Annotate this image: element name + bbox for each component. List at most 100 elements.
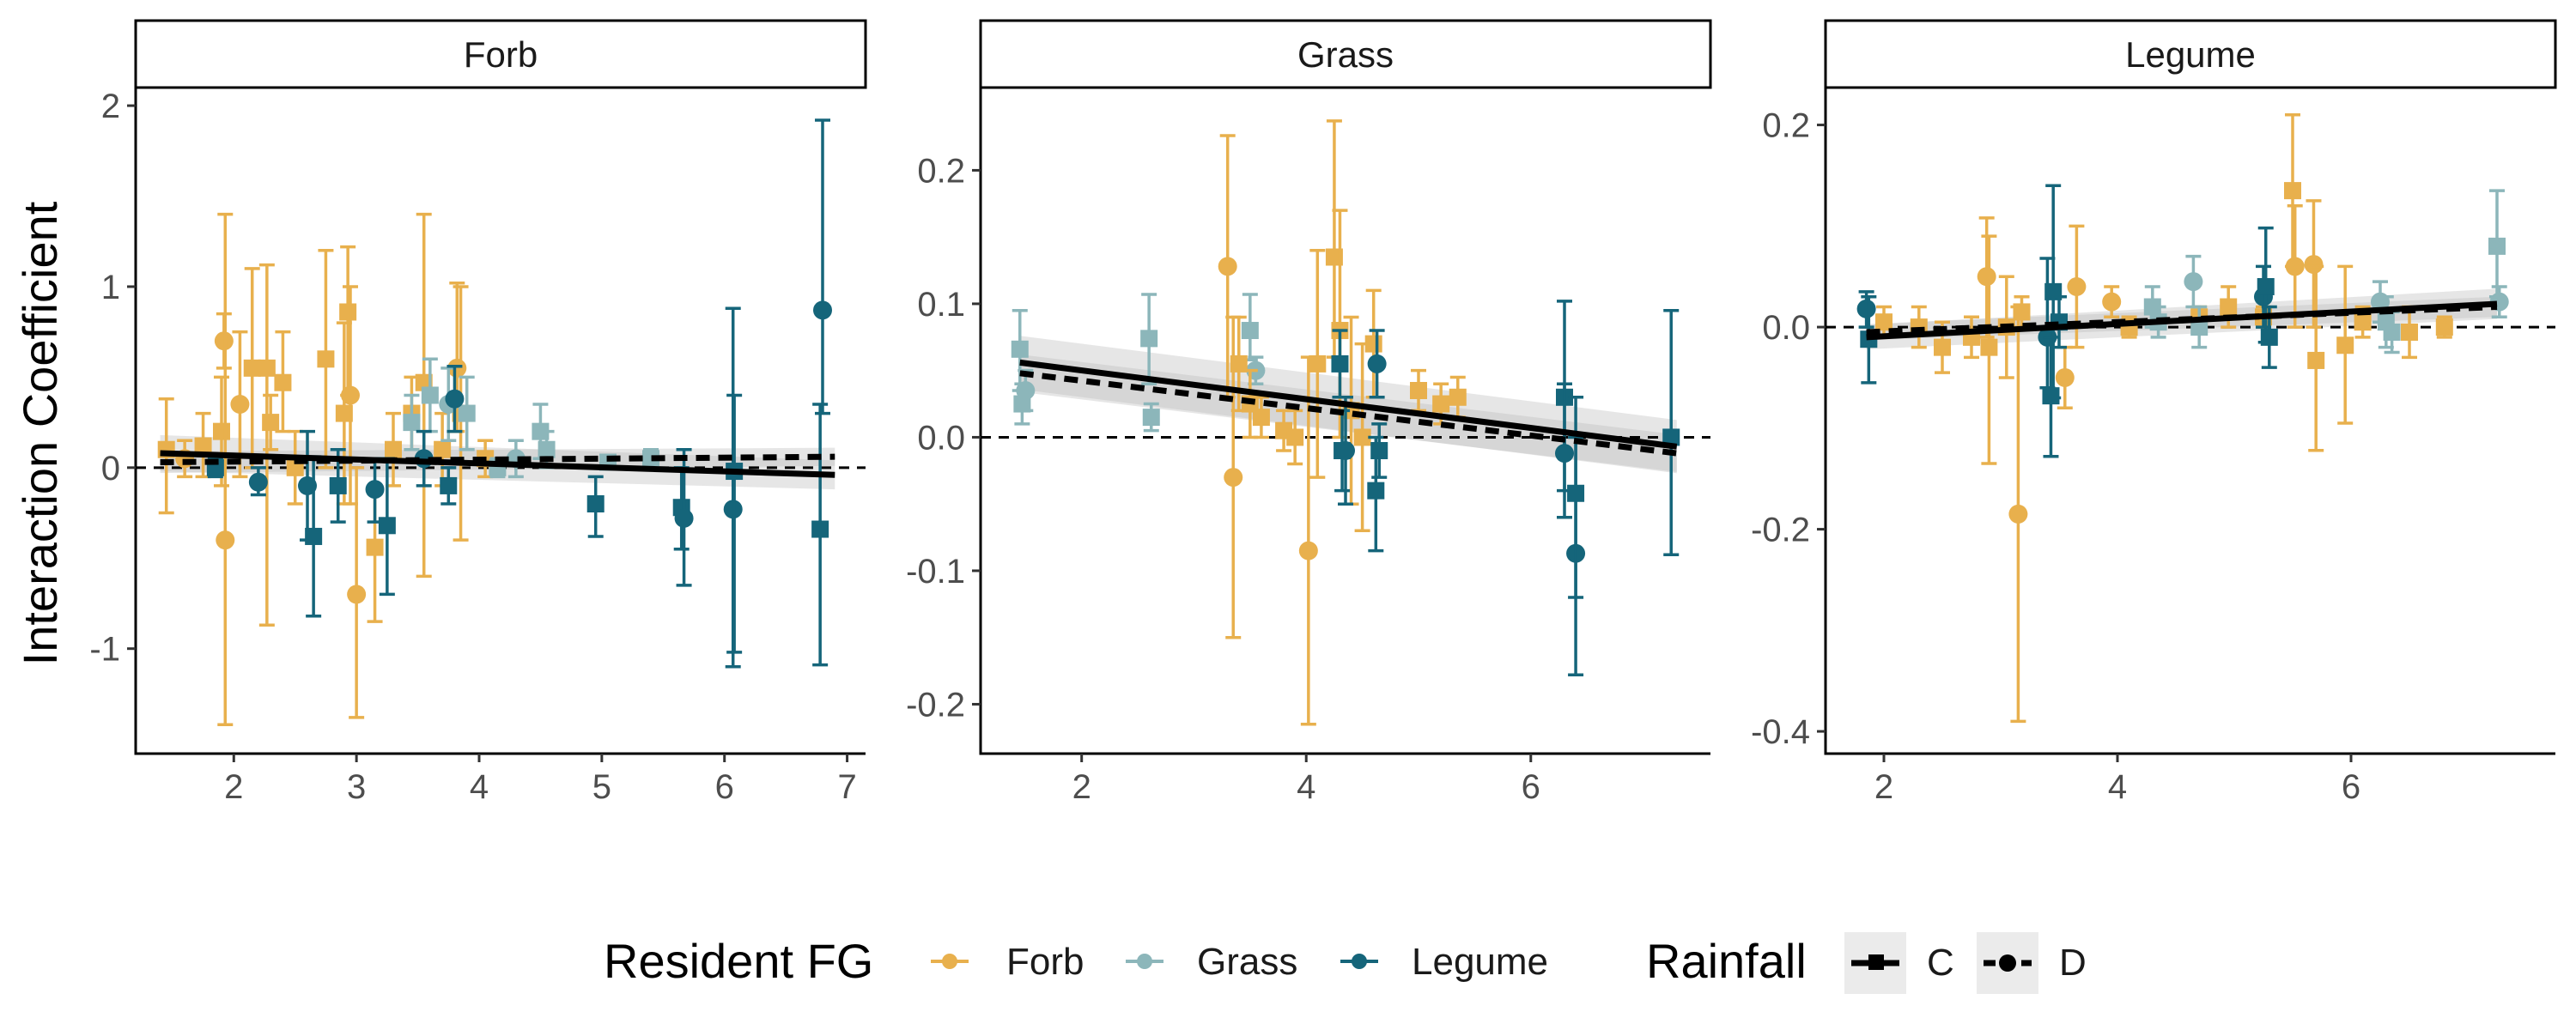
point-marker <box>1980 338 1998 356</box>
data-point-grass <box>421 357 439 433</box>
data-point-forb <box>1977 216 1996 339</box>
point-marker <box>1875 313 1893 331</box>
y-tick-label: 0.1 <box>917 286 965 324</box>
data-point-forb <box>2285 204 2305 329</box>
data-point-forb <box>1286 409 1304 466</box>
point-marker <box>1336 440 1355 460</box>
data-point-forb <box>317 249 335 470</box>
point-marker <box>2102 292 2122 312</box>
legend-title-resident-fg: Resident FG <box>604 934 873 988</box>
panel-legume: Legume 2 4 6 -0.4 -0.2 0.0 0.2 <box>1751 19 2557 806</box>
data-point-grass <box>2184 254 2203 309</box>
data-point-forb <box>1230 315 1248 413</box>
point-marker <box>366 538 384 556</box>
point-marker <box>305 527 323 545</box>
panel-grass: Grass 2 4 6 -0.2 -0.1 0.0 0.1 0.2 <box>906 19 1712 806</box>
x-tick-label: 6 <box>2342 768 2360 806</box>
point-marker <box>1286 428 1304 446</box>
point-marker <box>1856 299 1876 318</box>
point-marker <box>339 303 357 321</box>
legend-title-rainfall: Rainfall <box>1646 934 1807 988</box>
point-marker <box>1016 381 1036 401</box>
point-marker <box>365 480 385 500</box>
data-point-forb <box>1980 234 1998 465</box>
data-point-legume <box>1370 422 1388 479</box>
data-point-forb <box>1309 248 1327 479</box>
data-point-legume <box>1367 329 1387 399</box>
x-tick-label: 2 <box>1874 768 1893 806</box>
trend-line-c <box>1019 359 1678 450</box>
data-point-legume <box>1331 329 1349 399</box>
trend-line-d <box>160 453 835 465</box>
data-point-legume <box>305 455 323 618</box>
point-marker <box>1298 541 1318 560</box>
x-tick-label: 4 <box>470 768 489 806</box>
point-marker <box>642 450 659 468</box>
point-marker <box>2435 318 2453 336</box>
point-marker <box>1934 338 1951 356</box>
y-axis-title: Interaction Coefficient <box>13 201 67 665</box>
legend-key-legume <box>1340 954 1378 969</box>
point-marker <box>2284 182 2301 200</box>
data-point-forb <box>2102 285 2122 319</box>
data-point-grass <box>1140 293 1158 385</box>
data-point-legume <box>1555 382 1574 519</box>
point-marker <box>1353 428 1371 446</box>
legend-key-forb-dot <box>942 954 957 969</box>
point-marker <box>1252 409 1270 427</box>
y-tick-label: -0.2 <box>906 686 965 724</box>
point-marker <box>2285 257 2305 276</box>
y-tick-label: 0 <box>101 450 120 488</box>
point-marker <box>811 520 829 538</box>
point-marker <box>813 300 832 320</box>
data-point-legume <box>1336 396 1355 506</box>
point-marker <box>2220 298 2238 316</box>
point-marker <box>2401 323 2418 341</box>
legend-key-grass <box>1126 954 1163 969</box>
legend-key-forb <box>931 954 969 969</box>
data-point-forb <box>2008 305 2028 724</box>
y-tick-label: -0.4 <box>1751 713 1810 751</box>
data-point-forb <box>339 245 357 397</box>
data-point-grass <box>1016 368 1036 413</box>
point-marker <box>421 386 439 404</box>
data-point-forb <box>230 330 250 479</box>
point-marker <box>2260 328 2278 346</box>
point-marker <box>341 385 360 405</box>
y-tick-label: -0.2 <box>1751 512 1810 549</box>
point-marker <box>1367 482 1385 500</box>
x-tick-label: 4 <box>2108 768 2127 806</box>
data-point-forb <box>262 393 280 451</box>
x-tick-label: 5 <box>592 768 611 806</box>
data-point-legume <box>1567 396 1585 599</box>
y-tick-label: 1 <box>101 269 120 306</box>
point-marker <box>1432 395 1450 413</box>
data-point-grass <box>1142 402 1160 433</box>
point-marker <box>1230 354 1248 373</box>
trend-line-c <box>160 450 835 478</box>
x-tick-label: 3 <box>347 768 366 806</box>
plot-area-grass: 2 4 6 -0.2 -0.1 0.0 0.1 0.2 <box>906 88 1710 806</box>
data-point-forb <box>274 330 292 433</box>
panel-title-legume: Legume <box>2125 34 2256 75</box>
plot-area-legume: 2 4 6 -0.4 -0.2 0.0 0.2 <box>1751 88 2555 806</box>
point-marker <box>248 472 268 492</box>
data-point-forb <box>2336 264 2354 425</box>
point-marker <box>2307 351 2325 369</box>
point-marker <box>2336 336 2354 354</box>
panel-title-forb: Forb <box>464 34 538 75</box>
point-marker <box>1367 354 1387 373</box>
point-marker <box>347 585 367 604</box>
legend-key-rainfall-d <box>1977 932 2038 994</box>
data-point-legume <box>440 466 458 506</box>
data-point-legume <box>811 403 829 667</box>
point-marker <box>1410 382 1427 400</box>
data-point-legume <box>445 364 465 433</box>
legend: Resident FG Forb Grass Legume Rainfall C <box>604 932 2087 994</box>
point-marker <box>2304 255 2324 275</box>
point-marker <box>329 476 347 494</box>
data-point-forb <box>347 466 367 719</box>
point-marker <box>2042 387 2060 405</box>
data-point-forb <box>1252 396 1270 439</box>
